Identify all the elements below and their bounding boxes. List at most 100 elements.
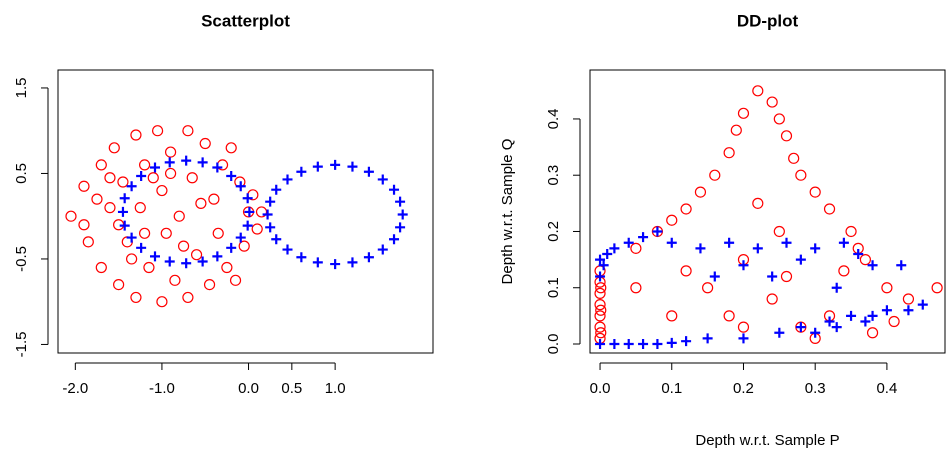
chart-title: Scatterplot (201, 11, 290, 30)
point (296, 252, 307, 263)
point (242, 193, 253, 204)
point (397, 209, 408, 220)
point (623, 338, 634, 349)
point (724, 237, 735, 248)
point (212, 227, 224, 239)
point (363, 166, 374, 177)
point (190, 249, 203, 261)
point (774, 327, 785, 338)
point (795, 169, 807, 181)
point (609, 243, 620, 254)
point (638, 338, 649, 349)
y-tick-label: 0.0 (545, 334, 562, 355)
point (666, 214, 678, 226)
point (282, 174, 293, 185)
point (330, 259, 341, 270)
point (638, 232, 649, 243)
y-tick-label: -1.5 (13, 332, 30, 358)
point (831, 282, 842, 293)
point (197, 157, 208, 168)
point (630, 282, 642, 294)
point (226, 171, 237, 182)
point (780, 270, 793, 283)
point (113, 279, 125, 291)
point (737, 107, 750, 119)
point (195, 197, 207, 209)
point (767, 271, 778, 282)
point (312, 161, 323, 172)
point (652, 226, 663, 237)
point (212, 251, 223, 262)
point (117, 206, 128, 217)
point (265, 196, 276, 207)
point (78, 180, 90, 192)
point (104, 172, 116, 184)
point (347, 161, 358, 172)
point (186, 172, 198, 184)
point (126, 253, 138, 265)
point (595, 282, 607, 294)
point (149, 162, 160, 173)
x-axis-label: Depth w.r.t. Sample P (695, 432, 839, 449)
point (881, 282, 893, 294)
point (181, 258, 192, 269)
y-tick-label: 0.4 (545, 109, 562, 130)
point (595, 271, 606, 282)
point (244, 206, 255, 217)
point (752, 85, 764, 97)
point (156, 184, 168, 197)
point (838, 265, 850, 277)
point (136, 242, 147, 253)
point (389, 234, 400, 245)
point (623, 237, 634, 248)
point (156, 296, 168, 308)
point (173, 210, 185, 222)
point (235, 232, 246, 243)
point (242, 220, 253, 231)
point (65, 210, 77, 222)
point (181, 155, 192, 166)
point (151, 125, 164, 137)
point (225, 142, 237, 154)
point (347, 257, 358, 268)
point (164, 146, 177, 158)
point (282, 244, 293, 255)
point (312, 257, 323, 268)
x-tick-label: 1.0 (325, 380, 346, 397)
point (738, 333, 749, 344)
point (594, 299, 606, 311)
point (680, 265, 692, 277)
point (395, 222, 406, 233)
point (903, 305, 914, 316)
point (164, 256, 175, 267)
point (182, 125, 194, 137)
point (377, 244, 388, 255)
point (136, 171, 147, 182)
point (630, 242, 642, 254)
point (262, 209, 273, 220)
chart-title: DD-plot (737, 11, 799, 30)
y-tick-label: 0.1 (545, 277, 562, 298)
point (95, 159, 107, 171)
point (888, 315, 900, 328)
point (271, 234, 282, 245)
y-axis-label: Depth w.r.t. Sample Q (499, 139, 516, 285)
point (709, 271, 720, 282)
point (780, 130, 793, 142)
point (752, 243, 763, 254)
x-tick-label: 0.2 (733, 380, 754, 397)
point (119, 220, 130, 231)
x-tick-label: 0.1 (661, 380, 682, 397)
point (766, 293, 778, 305)
y-tick-label: 0.2 (545, 221, 562, 242)
point (845, 225, 857, 238)
point (680, 203, 692, 215)
point (143, 261, 155, 274)
point (594, 310, 606, 322)
point (595, 304, 607, 316)
point (139, 227, 151, 239)
x-tick-label: -1.0 (149, 380, 175, 397)
point (788, 152, 800, 164)
point (363, 252, 374, 263)
point (221, 261, 233, 274)
